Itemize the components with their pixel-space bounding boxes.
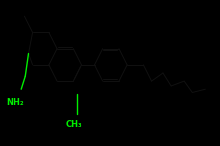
Text: NH₂: NH₂ (7, 98, 24, 107)
Text: CH₃: CH₃ (66, 120, 82, 129)
